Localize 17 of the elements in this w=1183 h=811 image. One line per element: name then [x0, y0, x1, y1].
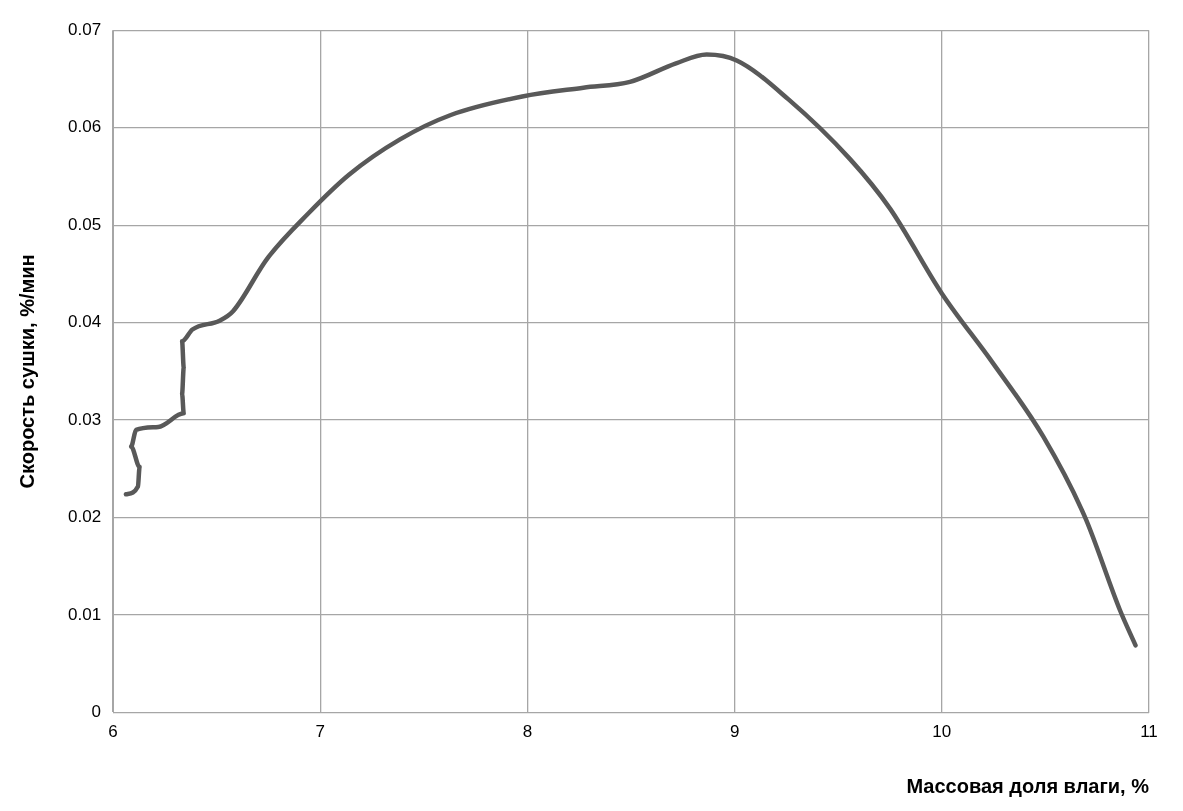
y-tick-label: 0.07: [67, 19, 102, 39]
y-tick-label: 0: [91, 702, 102, 722]
y-axis-title: Скорость сушки, %/мин: [15, 254, 38, 489]
x-tick-label: 7: [315, 722, 325, 742]
x-tick-label: 9: [729, 722, 740, 742]
x-tick-label: 6: [108, 722, 118, 742]
y-tick-label: 0.04: [67, 312, 102, 332]
y-tick-label: 0.02: [67, 507, 102, 527]
x-tick-label: 11: [1140, 722, 1158, 742]
x-axis-title: Массовая доля влаги, %: [906, 774, 1150, 797]
x-tick-label: 10: [932, 722, 952, 742]
y-tick-label: 0.05: [67, 214, 102, 234]
y-tick-label: 0.01: [67, 604, 102, 624]
y-tick-label: 0.03: [67, 409, 102, 429]
x-tick-label: 8: [522, 722, 533, 742]
line-series: [123, 52, 1138, 648]
y-tick-label: 0.06: [67, 117, 102, 137]
